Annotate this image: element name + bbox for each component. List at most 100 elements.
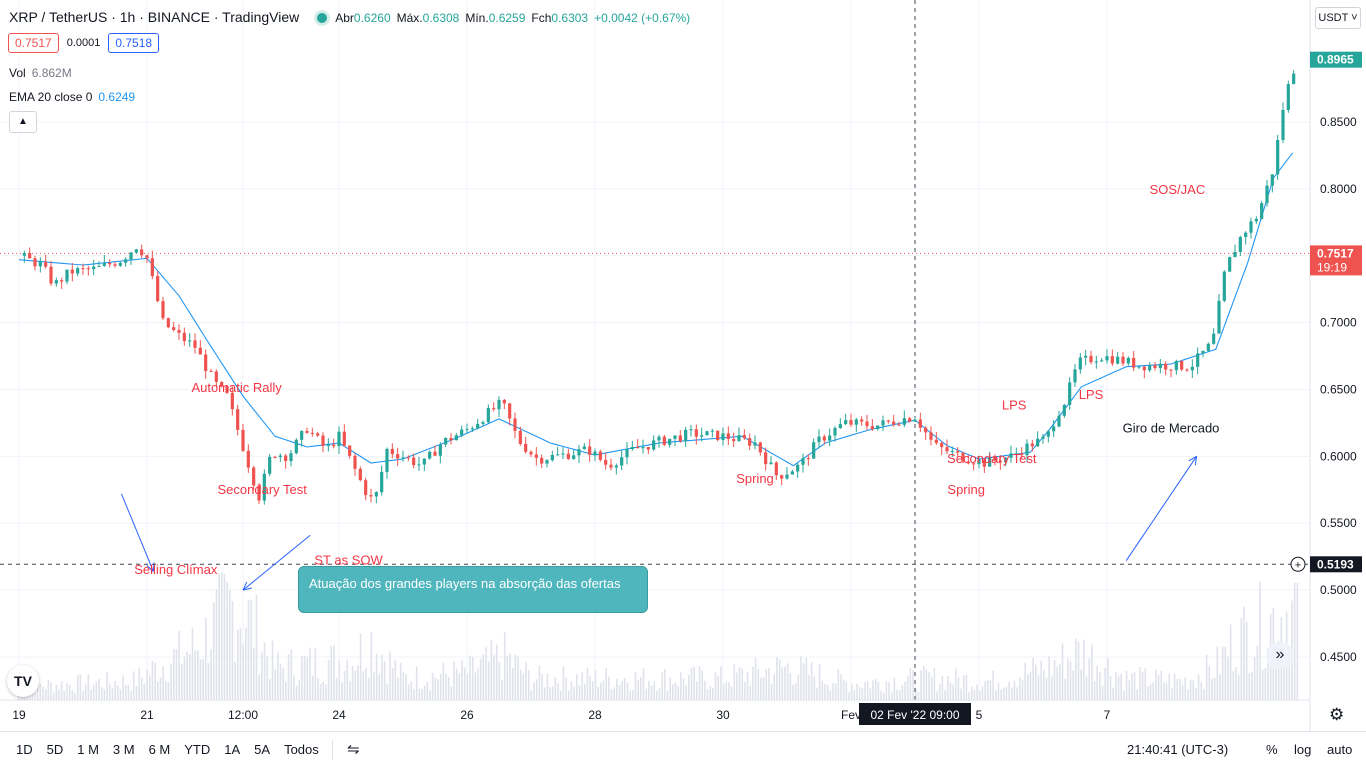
volume-indicator-legend[interactable]: Vol 6.862M (9, 66, 72, 80)
crosshair-price-label: 0.5193 (1317, 557, 1354, 571)
candle-body (801, 458, 805, 465)
volume-bar (103, 689, 106, 700)
candle-body (1105, 356, 1109, 361)
volume-bar (914, 687, 917, 700)
volume-bar (906, 675, 909, 700)
volume-bar (1104, 667, 1107, 700)
volume-bar (354, 670, 357, 700)
volume-bar (357, 665, 359, 700)
volume-bar (712, 688, 714, 700)
sell-price-button[interactable]: 0.7517 (8, 33, 59, 53)
volume-bar (381, 654, 383, 700)
auto-scale-button[interactable]: auto (1327, 742, 1353, 757)
volume-bar (343, 670, 346, 700)
log-scale-button[interactable]: log (1294, 742, 1312, 757)
volume-bar (1139, 667, 1141, 700)
volume-bar (455, 668, 458, 700)
compare-icon[interactable]: ⇋ (347, 741, 360, 758)
volume-bar (287, 654, 290, 700)
volume-bar (522, 673, 525, 700)
tradingview-logo[interactable]: TV (7, 665, 39, 697)
ema-label: EMA 20 close 0 (9, 90, 93, 104)
range-5a[interactable]: 5A (254, 742, 271, 757)
candle-body (1270, 174, 1274, 186)
price-chart[interactable]: Automatic Rally Secondary Test Selling Clí… (0, 0, 1366, 731)
volume-bar (744, 681, 746, 700)
crosshair-time-label: 02 Fev '22 09:00 (870, 708, 959, 722)
candle-body (1089, 355, 1093, 363)
volume-bar (1035, 664, 1037, 700)
candle-body (790, 471, 794, 475)
buy-price-button[interactable]: 0.7518 (108, 33, 160, 53)
volume-bar (869, 688, 872, 700)
volume-bar (1093, 680, 1096, 700)
volume-bar (741, 668, 744, 700)
volume-bar (1229, 624, 1232, 700)
volume-bar (290, 649, 293, 700)
candle-body (1046, 431, 1050, 437)
volume-bar (928, 671, 930, 700)
chevron-up-icon[interactable]: ▲ (9, 111, 37, 133)
volume-bar (517, 656, 519, 700)
ema-indicator-legend[interactable]: EMA 20 close 0 0.6249 (9, 90, 135, 104)
volume-bar (1099, 672, 1101, 700)
candle-body (252, 467, 256, 486)
candle-body (1190, 366, 1194, 371)
volume-bar (191, 627, 194, 700)
candle-body (822, 436, 826, 441)
volume-bar (1163, 682, 1165, 700)
change-value: +0.0042 (+0.67%) (594, 11, 691, 25)
volume-bar (986, 680, 989, 700)
range-1a[interactable]: 1A (224, 742, 241, 757)
volume-bar (370, 631, 373, 700)
volume-bar (501, 679, 503, 700)
candle-body (230, 392, 234, 410)
gear-icon[interactable]: ⚙ (1329, 705, 1345, 724)
volume-bar (1016, 687, 1018, 700)
volume-bar (754, 657, 757, 700)
volume-bar (813, 676, 816, 700)
volume-bar (525, 662, 527, 700)
quote-boxes: 0.7517 0.0001 0.7518 (8, 33, 160, 53)
range-6m[interactable]: 6 M (148, 742, 171, 757)
volume-bar (258, 675, 260, 700)
candle-body (454, 435, 458, 441)
volume-bar (1128, 680, 1131, 700)
range-1d[interactable]: 1D (16, 742, 33, 757)
volume-bar (82, 691, 84, 700)
volume-bar (808, 674, 810, 700)
crosshair-price-label-box (1310, 556, 1362, 573)
range-5d[interactable]: 5D (46, 742, 64, 757)
candle-body (684, 429, 688, 442)
volume-bar (250, 599, 252, 700)
volume-bar (920, 670, 922, 700)
double-chevron-right-icon[interactable]: » (1266, 642, 1294, 670)
range-3m[interactable]: 3 M (112, 742, 135, 757)
volume-bar (36, 678, 39, 700)
candle-body (316, 433, 320, 436)
volume-bar (696, 681, 698, 700)
volume-bar (132, 671, 135, 700)
clock[interactable]: 21:40:41 (UTC-3) (1127, 742, 1229, 757)
market-status-icon (317, 13, 328, 23)
chart-grid (0, 0, 1310, 700)
volume-bar (786, 663, 789, 700)
candle-body (742, 435, 746, 439)
callout-note[interactable]: Atuação dos grandes players na absorção … (298, 566, 648, 613)
candle-body (1110, 356, 1114, 364)
candle-body (641, 447, 645, 449)
currency-selector[interactable]: USDT ˅ (1315, 7, 1361, 29)
range-todos[interactable]: Todos (284, 742, 319, 757)
candle-body (662, 436, 666, 445)
candle-body (796, 464, 800, 472)
volume-bar (378, 674, 381, 700)
volume-bar (1107, 658, 1109, 700)
symbol-title[interactable]: XRP / TetherUS · 1h · BINANCE · TradingV… (9, 9, 300, 25)
volume-bar (253, 648, 255, 700)
candle-body (780, 475, 784, 479)
range-1m[interactable]: 1 M (77, 742, 99, 757)
range-ytd[interactable]: YTD (184, 742, 211, 757)
percent-scale-button[interactable]: % (1266, 742, 1278, 757)
volume-bar (279, 663, 282, 700)
price-tick-label: 0.8000 (1320, 182, 1357, 196)
